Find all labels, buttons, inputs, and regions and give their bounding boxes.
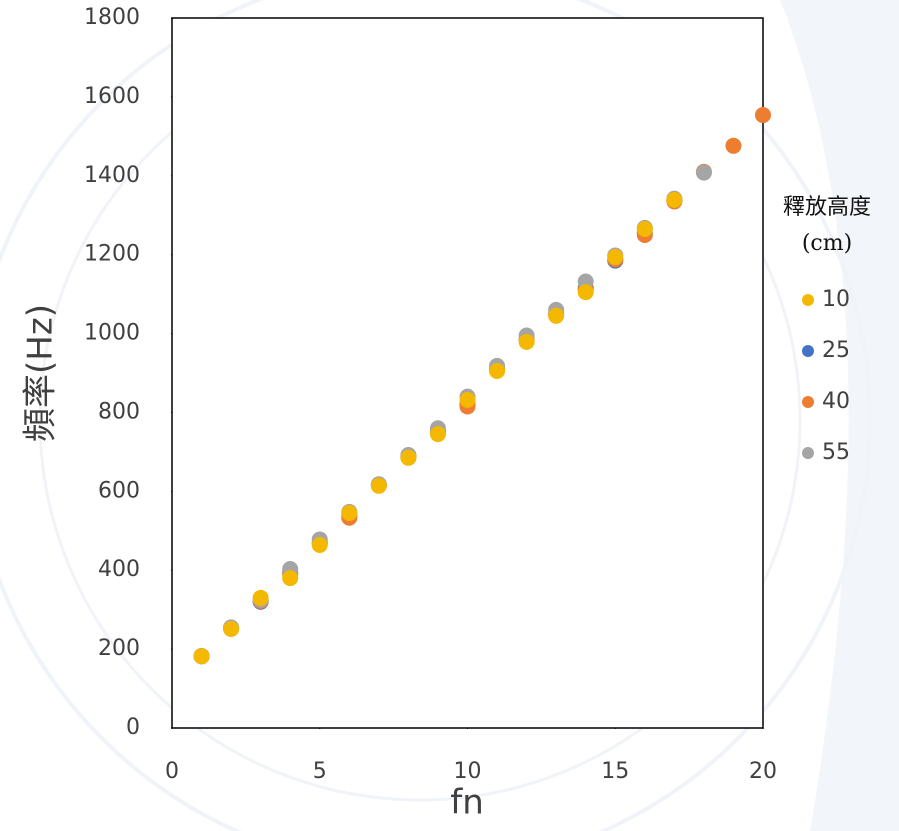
point bbox=[400, 449, 417, 466]
point bbox=[193, 648, 210, 665]
point bbox=[636, 221, 653, 238]
x-tick-label: 10 bbox=[454, 759, 482, 784]
point bbox=[459, 391, 476, 408]
x-tick-label: 5 bbox=[313, 759, 327, 784]
x-tick-label: 0 bbox=[165, 759, 179, 784]
x-axis-title: fn bbox=[450, 783, 484, 823]
point bbox=[223, 620, 240, 637]
legend-marker bbox=[802, 447, 814, 459]
y-axis-title: 頻率(Hz) bbox=[21, 304, 61, 442]
point bbox=[489, 363, 506, 380]
point bbox=[755, 107, 771, 124]
point bbox=[666, 191, 683, 208]
point bbox=[252, 589, 269, 606]
point bbox=[518, 333, 535, 350]
point bbox=[577, 284, 594, 301]
point bbox=[282, 570, 299, 587]
point bbox=[311, 536, 328, 553]
legend-label: 25 bbox=[822, 338, 850, 363]
plot-area bbox=[171, 17, 764, 729]
legend-label: 40 bbox=[822, 389, 850, 414]
legend-marker bbox=[802, 396, 814, 408]
x-tick-label: 20 bbox=[749, 759, 777, 784]
point bbox=[607, 249, 624, 266]
y-tick-label: 600 bbox=[98, 478, 140, 503]
legend-label: 10 bbox=[822, 287, 850, 312]
point bbox=[341, 505, 358, 522]
legend-label: 55 bbox=[822, 440, 850, 465]
point bbox=[725, 137, 742, 154]
y-tick-label: 1800 bbox=[84, 5, 140, 30]
y-tick-label: 800 bbox=[98, 399, 140, 424]
y-tick-label: 0 bbox=[126, 715, 140, 740]
point bbox=[429, 426, 446, 443]
legend-marker bbox=[802, 294, 814, 306]
legend-title: 釋放高度 bbox=[783, 195, 871, 220]
point bbox=[695, 164, 712, 181]
x-tick-label: 15 bbox=[601, 759, 629, 784]
y-tick-label: 1600 bbox=[84, 84, 140, 109]
point bbox=[370, 477, 387, 494]
y-tick-label: 400 bbox=[98, 557, 140, 582]
y-tick-label: 1400 bbox=[84, 163, 140, 188]
point bbox=[548, 307, 565, 324]
y-tick-label: 200 bbox=[98, 636, 140, 661]
legend-marker bbox=[802, 345, 814, 357]
y-tick-label: 1000 bbox=[84, 321, 140, 346]
y-tick-label: 1200 bbox=[84, 242, 140, 267]
legend-unit: (cm) bbox=[802, 231, 852, 256]
